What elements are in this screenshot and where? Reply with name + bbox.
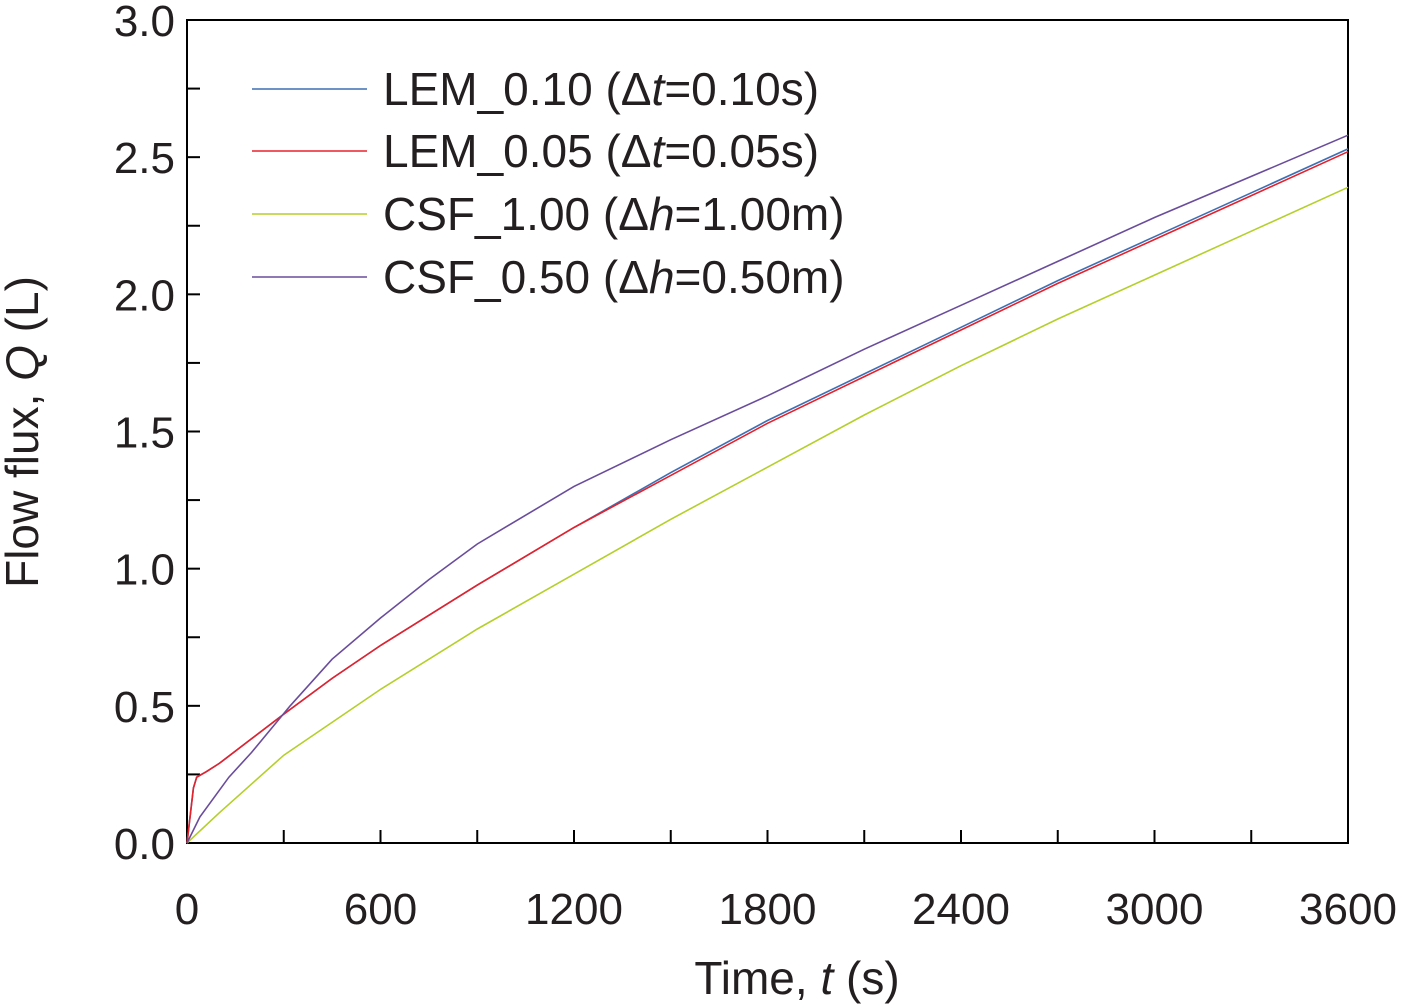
x-tick-label: 1800 — [719, 885, 817, 934]
legend-item: CSF_0.50 (Δh=0.50m) — [252, 251, 845, 303]
axes: 0.0 0.5 1.0 1.5 2.0 2.5 3.0 0 600 1200 1800 2400 300… — [114, 0, 1397, 934]
legend-label: LEM_0.05 (Δt=0.05s) — [383, 125, 819, 177]
x-tick-label: 1200 — [525, 885, 623, 934]
y-tick-label: 2.0 — [114, 271, 175, 320]
series-line — [186, 186, 1349, 844]
y-tick-label: 3.0 — [114, 0, 175, 46]
x-tick-label: 3600 — [1299, 885, 1397, 934]
legend: LEM_0.10 (Δt=0.10s) LEM_0.05 (Δt=0.05s) CS… — [252, 63, 845, 303]
legend-item: LEM_0.10 (Δt=0.10s) — [252, 63, 819, 115]
legend-label: CSF_0.50 (Δh=0.50m) — [383, 251, 845, 303]
legend-item: LEM_0.05 (Δt=0.05s) — [252, 125, 819, 177]
y-tick-label: 0.0 — [114, 820, 175, 869]
series-group — [186, 134, 1349, 844]
y-tick-label: 2.5 — [114, 134, 175, 183]
x-tick-label: 2400 — [912, 885, 1010, 934]
x-tick-label: 600 — [344, 885, 417, 934]
series-line — [186, 134, 1349, 844]
x-tick-label: 3000 — [1106, 885, 1204, 934]
x-axis-label: Time, t (s) — [694, 952, 899, 1004]
legend-label: LEM_0.10 (Δt=0.10s) — [383, 63, 819, 115]
x-tick-label: 0 — [175, 885, 199, 934]
y-tick-label: 1.0 — [114, 546, 175, 595]
y-tick-label: 0.5 — [114, 683, 175, 732]
legend-label: CSF_1.00 (Δh=1.00m) — [383, 188, 845, 240]
y-axis-label: Flow flux, Q (L) — [0, 276, 48, 588]
series-line — [186, 150, 1349, 844]
y-tick-label: 1.5 — [114, 409, 175, 458]
legend-item: CSF_1.00 (Δh=1.00m) — [252, 188, 845, 240]
